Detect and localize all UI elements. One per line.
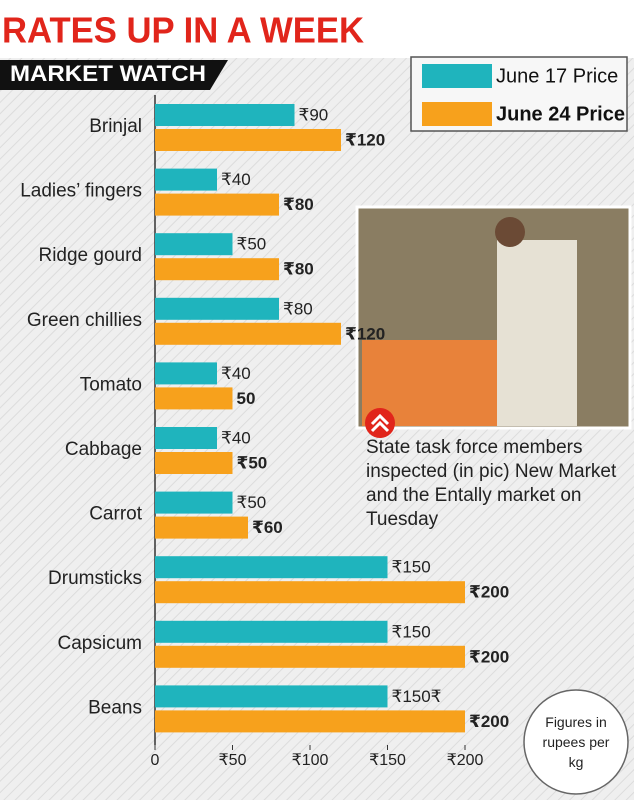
value-label: ₹40 xyxy=(221,170,251,189)
category-label: Ladies’ fingers xyxy=(20,181,142,202)
bar xyxy=(155,104,295,126)
bar xyxy=(155,452,233,474)
value-label: ₹40 xyxy=(221,428,251,447)
x-tick-label: ₹100 xyxy=(292,752,329,769)
value-label: ₹80 xyxy=(283,260,314,279)
value-label: ₹150₹ xyxy=(392,687,442,706)
photo-head xyxy=(495,217,525,247)
value-label: ₹90 xyxy=(299,105,329,124)
value-label: 50 xyxy=(237,389,256,408)
header-bg xyxy=(0,0,634,58)
photo-caption: State task force members inspected (in p… xyxy=(366,437,617,530)
bar xyxy=(155,387,233,410)
category-label: Capsicum xyxy=(58,633,142,654)
value-label: ₹200 xyxy=(469,647,509,666)
legend-swatch xyxy=(422,64,492,88)
category-label: Cabbage xyxy=(65,439,142,460)
bar xyxy=(155,427,217,449)
category-label: Green chillies xyxy=(27,310,142,331)
note-circle xyxy=(523,689,629,795)
value-label: ₹80 xyxy=(283,195,314,214)
bar xyxy=(155,556,388,579)
x-tick-label: ₹150 xyxy=(369,752,406,769)
photo-icon-arrows xyxy=(370,413,390,433)
category-label: Tomato xyxy=(80,374,142,395)
value-label: ₹50 xyxy=(237,493,267,512)
bar xyxy=(155,516,248,539)
bar xyxy=(155,297,279,320)
bar xyxy=(155,645,465,668)
category-label: Ridge gourd xyxy=(38,245,142,266)
value-label: ₹200 xyxy=(469,583,509,602)
value-label: ₹50 xyxy=(237,235,267,254)
x-tick-label: ₹50 xyxy=(219,752,247,769)
subtitle: MARKET WATCH xyxy=(10,61,206,86)
bar xyxy=(155,168,217,191)
chart-title: RATES UP IN A WEEK xyxy=(2,10,364,51)
bar xyxy=(155,620,388,643)
bar xyxy=(155,685,388,708)
bar xyxy=(155,491,233,514)
bar xyxy=(155,322,341,345)
value-label: ₹150 xyxy=(392,558,431,577)
value-label: ₹80 xyxy=(283,299,313,318)
bar xyxy=(155,581,465,604)
category-label: Drumsticks xyxy=(48,568,142,589)
bar xyxy=(155,193,279,216)
bar xyxy=(155,233,233,256)
value-label: ₹200 xyxy=(469,712,509,731)
legend-swatch xyxy=(422,102,492,126)
bar xyxy=(155,129,341,151)
category-label: Beans xyxy=(88,697,142,718)
category-label: Carrot xyxy=(89,504,143,525)
value-label: ₹150 xyxy=(392,622,431,641)
value-label: ₹40 xyxy=(221,364,251,383)
units-note: Figures in rupees per kg xyxy=(542,714,610,770)
bar xyxy=(155,362,217,385)
legend-label: June 17 Price xyxy=(496,65,618,87)
bar xyxy=(155,258,279,281)
value-label: ₹60 xyxy=(252,518,283,537)
legend-label: June 24 Price xyxy=(496,103,625,125)
photo-person xyxy=(497,240,577,426)
x-tick-label: ₹200 xyxy=(447,752,484,769)
category-label: Brinjal xyxy=(89,116,142,137)
value-label: ₹120 xyxy=(345,130,385,149)
bar xyxy=(155,710,465,733)
x-tick-label: 0 xyxy=(151,752,160,769)
subtitle-bg xyxy=(0,60,228,90)
value-label: ₹120 xyxy=(345,324,385,343)
value-label: ₹50 xyxy=(237,453,268,472)
